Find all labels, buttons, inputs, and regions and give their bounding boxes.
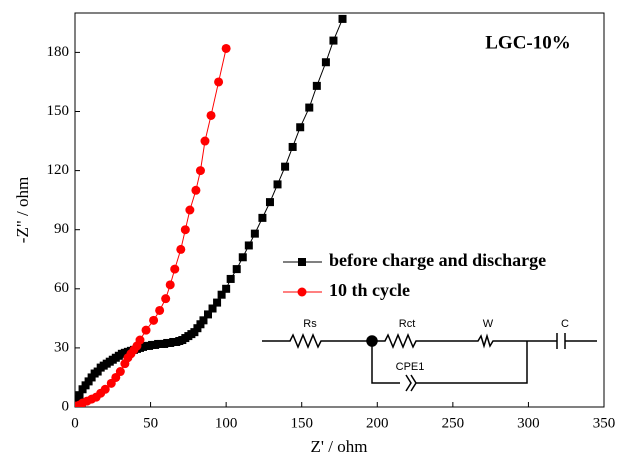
node [366,335,378,347]
x-tick-label: 150 [290,415,313,431]
marker-square [273,180,282,189]
legend-marker [298,258,306,266]
marker-circle [206,110,216,120]
marker-square [321,58,330,67]
capacitor [556,333,597,349]
plot-area [75,14,347,407]
marker-square [204,310,213,319]
circuit-label: W [483,318,494,330]
marker-square [222,284,231,293]
marker-circle [214,77,224,87]
x-axis-label: Z' / ohm [311,437,368,456]
x-tick-label: 0 [71,415,79,431]
marker-square [232,265,241,274]
marker-circle [165,280,175,290]
marker-square [338,14,347,23]
marker-square [238,253,247,262]
marker-square [288,142,297,151]
y-tick-label: 150 [47,103,70,119]
x-tick-label: 300 [517,415,540,431]
resistor-rs [262,333,372,349]
marker-square [199,316,208,325]
marker-circle [161,294,171,304]
marker-square [281,162,290,171]
marker-square [329,36,338,45]
plot-frame [74,12,605,408]
x-tick-label: 250 [442,415,465,431]
marker-circle [135,335,145,345]
marker-circle [141,325,151,335]
legend-label: 10 th cycle [329,280,410,300]
series-line [76,18,343,404]
marker-square [226,274,235,283]
legend-marker [297,287,307,297]
marker-circle [170,264,180,274]
y-axis-label: -Z" / ohm [13,177,32,243]
x-tick-label: 350 [593,415,616,431]
annotation: LGC-10% [485,32,571,53]
marker-square [208,304,217,313]
legend-label: before charge and discharge [329,250,546,270]
y-tick-label: 30 [54,339,69,355]
marker-square [296,123,305,132]
marker-circle [185,205,195,215]
x-tick-label: 50 [143,415,158,431]
marker-circle [100,384,110,394]
y-tick-label: 120 [47,162,70,178]
circuit-diagram [262,333,597,392]
cpe [371,341,528,392]
series-line [76,48,227,407]
x-tick-label: 100 [215,415,238,431]
marker-square [258,213,267,222]
marker-circle [149,315,159,325]
marker-circle [155,305,165,315]
circuit-label: CPE1 [396,361,425,373]
marker-circle [200,136,210,146]
circuit-label: Rct [399,318,416,330]
resistor-rct-w [372,333,557,349]
marker-square [213,298,222,307]
marker-square [217,290,226,299]
marker-circle [180,225,190,235]
marker-square [305,103,314,112]
marker-square [75,391,84,400]
circuit-label: C [561,318,569,330]
y-tick-label: 90 [54,221,69,237]
marker-square [244,241,253,250]
marker-circle [115,367,125,377]
circuit-label: Rs [303,318,317,330]
marker-circle [191,185,201,195]
y-tick-label: 0 [62,398,70,414]
x-tick-label: 200 [366,415,389,431]
y-tick-label: 180 [47,44,70,60]
y-tick-label: 60 [54,280,69,296]
marker-square [312,81,321,90]
marker-circle [221,43,231,53]
marker-square [265,198,274,207]
marker-square [250,229,259,238]
marker-circle [195,166,205,176]
marker-circle [176,244,186,254]
